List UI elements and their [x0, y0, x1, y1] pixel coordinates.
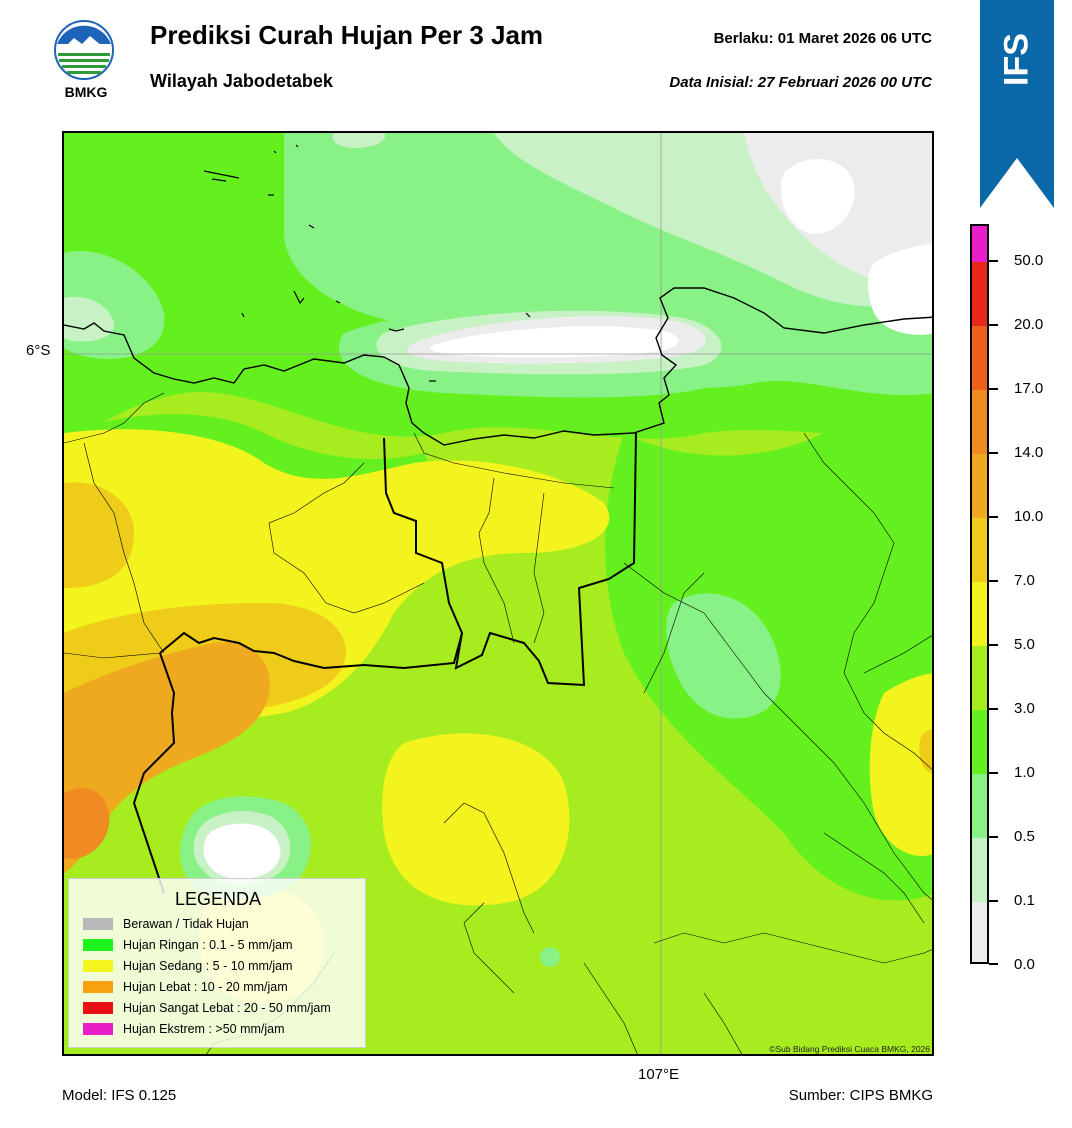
colorbar-segment [972, 582, 987, 646]
legend-swatch [83, 1023, 113, 1035]
model-info: Model: IFS 0.125 [62, 1087, 177, 1104]
colorbar-label: 10.0 [1014, 508, 1044, 525]
page-subtitle: Wilayah Jabodetabek [150, 71, 333, 91]
legend-item-label: Hujan Lebat : 10 - 20 mm/jam [123, 980, 288, 994]
rainfall-contours [64, 133, 932, 1054]
colorbar-tick [989, 324, 998, 326]
colorbar-label: 14.0 [1014, 444, 1044, 461]
initial-data-time: Data Inisial: 27 Februari 2026 00 UTC [669, 74, 932, 91]
province-border-west [132, 652, 176, 894]
legend-item-label: Hujan Ekstrem : >50 mm/jam [123, 1022, 285, 1036]
colorbar-tick [989, 388, 998, 390]
thousand-islands [203, 144, 531, 382]
legend-swatch [83, 939, 113, 951]
colorbar-segment [972, 646, 987, 710]
ifs-badge [980, 0, 1054, 208]
legend-item-label: Berawan / Tidak Hujan [123, 917, 249, 931]
copyright-text: ©Sub Bidang Prediksi Cuaca BMKG, 2026 [769, 1044, 930, 1054]
colorbar-label: 0.5 [1014, 828, 1035, 845]
source-info: Sumber: CIPS BMKG [788, 1087, 933, 1104]
legend-swatch [83, 918, 113, 930]
colorbar-label: 1.0 [1014, 764, 1035, 781]
legend-item-label: Hujan Sangat Lebat : 20 - 50 mm/jam [123, 1001, 331, 1015]
latitude-label: 6°S [26, 342, 51, 359]
legend-item-label: Hujan Ringan : 0.1 - 5 mm/jam [123, 938, 293, 952]
colorbar-label: 17.0 [1014, 380, 1044, 397]
colorbar-tick [989, 644, 998, 646]
colorbar-segment [972, 226, 987, 262]
colorbar-tick [989, 452, 998, 454]
colorbar-segment [972, 518, 987, 582]
legend-box: LEGENDA Berawan / Tidak Hujan Hujan Ring… [68, 878, 366, 1048]
legend-item-moderate-rain: Hujan Sedang : 5 - 10 mm/jam [83, 958, 293, 974]
longitude-label: 107°E [638, 1066, 680, 1083]
colorbar [970, 224, 989, 964]
colorbar-segment [972, 774, 987, 838]
logo-caption: BMKG [64, 84, 108, 100]
colorbar-label: 7.0 [1014, 572, 1035, 589]
colorbar-segment [972, 454, 987, 518]
legend-item-heavy-rain: Hujan Lebat : 10 - 20 mm/jam [83, 979, 288, 995]
colorbar-tick [989, 963, 998, 965]
colorbar-tick [989, 900, 998, 902]
colorbar-label: 3.0 [1014, 700, 1035, 717]
ifs-badge-label: IFS [997, 33, 1036, 86]
bmkg-logo [52, 20, 116, 84]
regency-borders [64, 392, 932, 1054]
coastline [64, 287, 932, 446]
province-border-jakarta-banten [383, 432, 637, 687]
page-title: Prediksi Curah Hujan Per 3 Jam [150, 20, 544, 50]
colorbar-segment [972, 326, 987, 390]
colorbar-tick [989, 708, 998, 710]
colorbar-tick [989, 260, 998, 262]
colorbar-label: 20.0 [1014, 316, 1044, 333]
colorbar-label: 50.0 [1014, 252, 1044, 269]
colorbar-segment [972, 710, 987, 774]
colorbar-tick [989, 580, 998, 582]
legend-item-light-rain: Hujan Ringan : 0.1 - 5 mm/jam [83, 937, 293, 953]
colorbar-segment [972, 262, 987, 326]
colorbar-label: 0.0 [1014, 956, 1035, 973]
colorbar-segment [972, 838, 987, 902]
province-border-south [159, 631, 463, 670]
colorbar-tick [989, 772, 998, 774]
legend-swatch [83, 960, 113, 972]
colorbar-tick [989, 836, 998, 838]
legend-swatch [83, 1002, 113, 1014]
colorbar-segment [972, 390, 987, 454]
legend-item-cloudy: Berawan / Tidak Hujan [83, 916, 249, 932]
valid-time: Berlaku: 01 Maret 2026 06 UTC [713, 30, 932, 47]
legend-item-extreme-rain: Hujan Ekstrem : >50 mm/jam [83, 1021, 285, 1037]
colorbar-segment [972, 902, 987, 962]
legend-item-very-heavy-rain: Hujan Sangat Lebat : 20 - 50 mm/jam [83, 1000, 331, 1016]
colorbar-tick [989, 516, 998, 518]
legend-item-label: Hujan Sedang : 5 - 10 mm/jam [123, 959, 293, 973]
legend-title: LEGENDA [174, 889, 262, 909]
legend-swatch [83, 981, 113, 993]
colorbar-label: 0.1 [1014, 892, 1035, 909]
colorbar-label: 5.0 [1014, 636, 1035, 653]
